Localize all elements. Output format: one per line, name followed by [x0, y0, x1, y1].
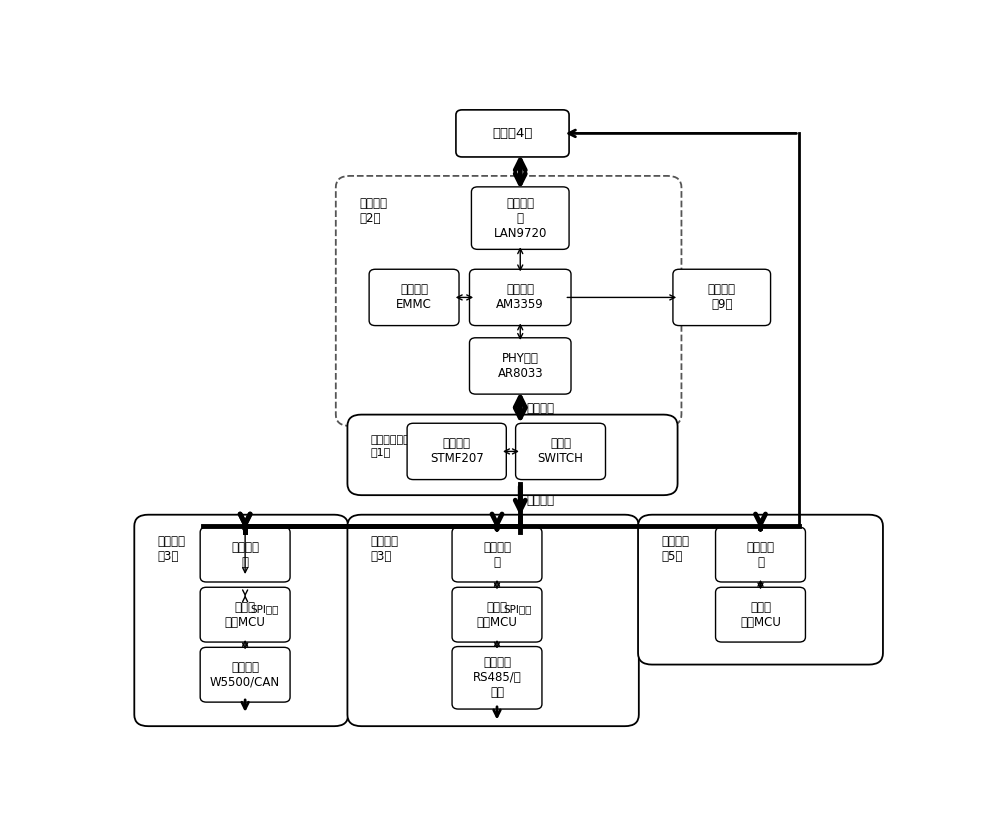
- FancyBboxPatch shape: [452, 647, 542, 709]
- FancyBboxPatch shape: [452, 588, 542, 642]
- FancyBboxPatch shape: [200, 528, 290, 582]
- FancyBboxPatch shape: [716, 588, 805, 642]
- Text: 通信接口
RS485/小
无线: 通信接口 RS485/小 无线: [473, 656, 521, 700]
- Text: 采集模块
（3）: 采集模块 （3）: [158, 535, 186, 564]
- FancyBboxPatch shape: [452, 528, 542, 582]
- Text: 微控制
单元MCU: 微控制 单元MCU: [740, 601, 781, 629]
- FancyBboxPatch shape: [347, 514, 639, 726]
- FancyBboxPatch shape: [469, 337, 571, 394]
- FancyBboxPatch shape: [716, 528, 805, 582]
- Text: 以太网接
口: 以太网接 口: [746, 541, 774, 569]
- FancyBboxPatch shape: [407, 423, 506, 480]
- FancyBboxPatch shape: [134, 514, 348, 726]
- Text: 通信模块
（5）: 通信模块 （5）: [661, 535, 689, 564]
- FancyBboxPatch shape: [200, 588, 290, 642]
- FancyBboxPatch shape: [347, 415, 678, 495]
- Text: 通信接口
W5500/CAN: 通信接口 W5500/CAN: [210, 661, 280, 689]
- FancyBboxPatch shape: [469, 269, 571, 326]
- Text: 主控芯片
AM3359: 主控芯片 AM3359: [496, 283, 544, 311]
- Text: 以太网接
口: 以太网接 口: [483, 541, 511, 569]
- Text: 采集模块
（3）: 采集模块 （3）: [371, 535, 399, 564]
- FancyBboxPatch shape: [456, 109, 569, 157]
- FancyBboxPatch shape: [336, 176, 681, 425]
- Text: 以太网模
块
LAN9720: 以太网模 块 LAN9720: [494, 197, 547, 239]
- Text: 冗余总线: 冗余总线: [526, 494, 554, 507]
- Text: SPI总线: SPI总线: [251, 604, 279, 614]
- Text: 存储模块
EMMC: 存储模块 EMMC: [396, 283, 432, 311]
- Text: 显示单元
（9）: 显示单元 （9）: [708, 283, 736, 311]
- Text: 主控模块
（2）: 主控模块 （2）: [359, 197, 387, 225]
- Text: 主站（4）: 主站（4）: [492, 127, 533, 140]
- FancyBboxPatch shape: [673, 269, 771, 326]
- FancyBboxPatch shape: [471, 187, 569, 249]
- Text: 以太网接
口: 以太网接 口: [231, 541, 259, 569]
- Text: 隔离总线: 隔离总线: [526, 402, 554, 415]
- Text: 微控制
单元MCU: 微控制 单元MCU: [477, 601, 517, 629]
- FancyBboxPatch shape: [200, 648, 290, 702]
- Text: 总线控制单元
（1）: 总线控制单元 （1）: [371, 435, 410, 457]
- FancyBboxPatch shape: [516, 423, 606, 480]
- FancyBboxPatch shape: [638, 514, 883, 664]
- Text: SPI总线: SPI总线: [503, 604, 532, 614]
- Text: 微控制
单元MCU: 微控制 单元MCU: [225, 601, 266, 629]
- Text: PHY芯片
AR8033: PHY芯片 AR8033: [497, 352, 543, 380]
- Text: 主控制器
STMF207: 主控制器 STMF207: [430, 437, 484, 466]
- Text: 以太网
SWITCH: 以太网 SWITCH: [538, 437, 583, 466]
- FancyBboxPatch shape: [369, 269, 459, 326]
